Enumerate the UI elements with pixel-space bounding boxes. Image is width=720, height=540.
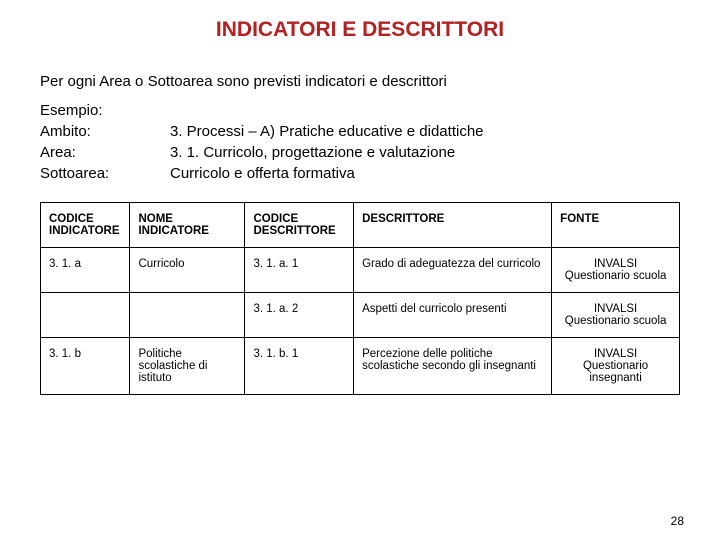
- table-cell: INVALSI Questionario scuola: [552, 247, 680, 292]
- definition-value: 3. 1. Curricolo, progettazione e valutaz…: [170, 142, 680, 163]
- table-cell: INVALSI Questionario scuola: [552, 292, 680, 337]
- table-cell: 3. 1. a: [41, 247, 130, 292]
- definition-row: Ambito:3. Processi – A) Pratiche educati…: [40, 121, 680, 142]
- table-cell: [130, 292, 245, 337]
- table-cell: 3. 1. a. 2: [245, 292, 354, 337]
- definition-label: Sottoarea:: [40, 163, 170, 184]
- table-header-cell: DESCRITTORE: [354, 202, 552, 247]
- table-cell: INVALSI Questionario insegnanti: [552, 337, 680, 394]
- definitions-block: Esempio:Ambito:3. Processi – A) Pratiche…: [40, 100, 680, 184]
- table-cell: 3. 1. b: [41, 337, 130, 394]
- table-header-cell: CODICE DESCRITTORE: [245, 202, 354, 247]
- table-row: 3. 1. a. 2Aspetti del curricolo presenti…: [41, 292, 680, 337]
- table-cell: [41, 292, 130, 337]
- definition-row: Area:3. 1. Curricolo, progettazione e va…: [40, 142, 680, 163]
- table-cell: Aspetti del curricolo presenti: [354, 292, 552, 337]
- table-row: 3. 1. bPolitiche scolastiche di istituto…: [41, 337, 680, 394]
- definition-label: Ambito:: [40, 121, 170, 142]
- table-cell: Politiche scolastiche di istituto: [130, 337, 245, 394]
- table-body: 3. 1. aCurricolo3. 1. a. 1Grado di adegu…: [41, 247, 680, 394]
- definition-row: Esempio:: [40, 100, 680, 121]
- table-cell: 3. 1. b. 1: [245, 337, 354, 394]
- table-cell: Curricolo: [130, 247, 245, 292]
- definition-label: Area:: [40, 142, 170, 163]
- indicators-table: CODICE INDICATORENOME INDICATORECODICE D…: [40, 202, 680, 395]
- definition-value: 3. Processi – A) Pratiche educative e di…: [170, 121, 680, 142]
- definition-label: Esempio:: [40, 100, 170, 121]
- table-cell: Percezione delle politiche scolastiche s…: [354, 337, 552, 394]
- definition-value: [170, 100, 680, 121]
- table-header-cell: FONTE: [552, 202, 680, 247]
- page-number: 28: [671, 514, 684, 528]
- table-header-cell: NOME INDICATORE: [130, 202, 245, 247]
- page-title: INDICATORI E DESCRITTORI: [40, 18, 680, 42]
- definition-row: Sottoarea:Curricolo e offerta formativa: [40, 163, 680, 184]
- table-header-cell: CODICE INDICATORE: [41, 202, 130, 247]
- intro-text: Per ogni Area o Sottoarea sono previsti …: [40, 72, 680, 92]
- table-row: 3. 1. aCurricolo3. 1. a. 1Grado di adegu…: [41, 247, 680, 292]
- table-header-row: CODICE INDICATORENOME INDICATORECODICE D…: [41, 202, 680, 247]
- definition-value: Curricolo e offerta formativa: [170, 163, 680, 184]
- table-cell: Grado di adeguatezza del curricolo: [354, 247, 552, 292]
- table-cell: 3. 1. a. 1: [245, 247, 354, 292]
